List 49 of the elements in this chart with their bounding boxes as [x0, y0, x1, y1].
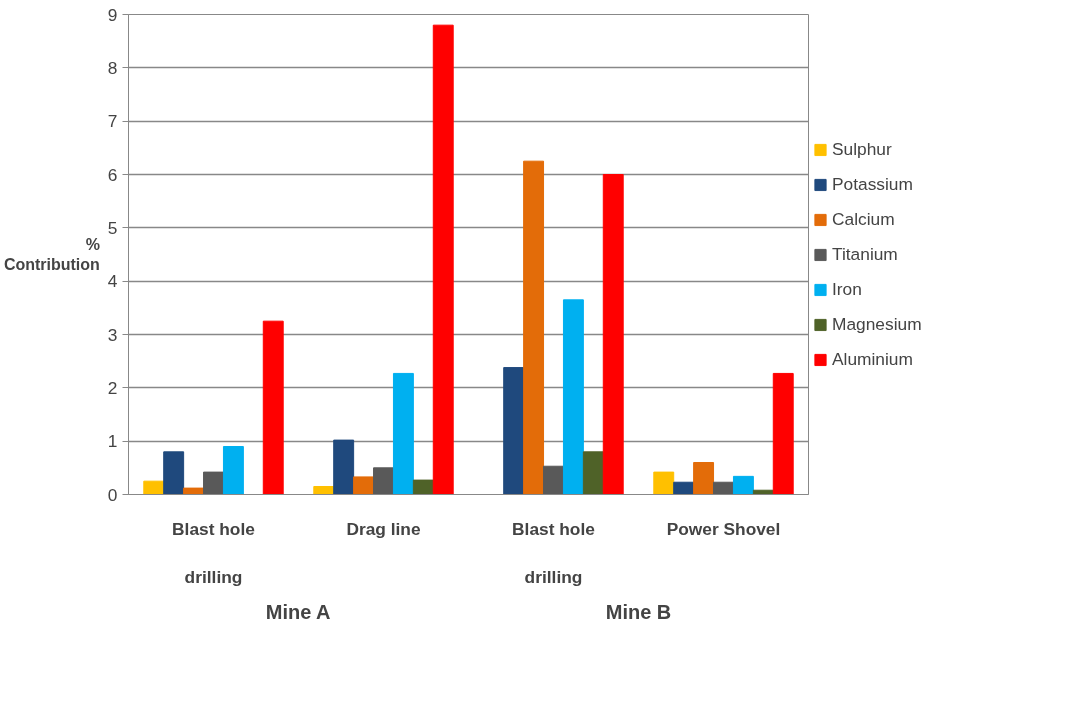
bar — [713, 481, 734, 495]
x-tick-label: Drag line — [346, 518, 421, 539]
y-tick-label: 5 — [107, 217, 118, 238]
legend-label: Potassium — [832, 173, 913, 195]
bar — [732, 475, 754, 495]
bar — [183, 487, 205, 495]
bar — [523, 160, 545, 495]
bar — [143, 480, 165, 495]
bar — [503, 367, 525, 495]
bar — [313, 486, 335, 495]
y-tick-label: 2 — [107, 377, 118, 398]
legend-label: Iron — [832, 278, 862, 300]
category-label: Blast hole drilling — [172, 518, 255, 587]
bar — [392, 372, 414, 495]
bar — [432, 24, 454, 495]
bar — [333, 439, 355, 495]
y-axis-title: % Contribution — [3, 235, 100, 274]
y-tick-label: 3 — [107, 324, 118, 345]
bar — [543, 465, 564, 495]
bar — [262, 320, 284, 495]
bar — [582, 451, 604, 495]
category-label: Blast hole drilling — [512, 518, 595, 587]
text: Mine B — [605, 600, 672, 623]
y-tick-label: 8 — [107, 57, 118, 78]
bar — [373, 467, 394, 495]
bar — [673, 481, 695, 495]
legend-label: Calcium — [832, 208, 895, 230]
legend-label: Magnesium — [832, 313, 922, 335]
y-tick-label: 6 — [107, 164, 118, 185]
bar — [412, 479, 434, 495]
bar — [353, 476, 375, 495]
y-tick-label: 4 — [107, 271, 118, 292]
y-tick-label: 9 — [107, 4, 118, 25]
legend-label: Titanium — [832, 243, 898, 265]
x-tick-label: Power Shovel — [666, 518, 781, 539]
bar — [602, 174, 624, 495]
legend-label: Aluminium — [832, 348, 913, 370]
bar — [163, 451, 185, 495]
legend-label: Sulphur — [832, 138, 892, 160]
bar — [222, 446, 244, 495]
text: Mine A — [265, 600, 331, 623]
y-tick-label: 0 — [107, 484, 118, 505]
y-tick-label: 1 — [107, 431, 118, 452]
bar — [653, 471, 675, 495]
bar — [693, 462, 715, 495]
y-tick-label: 7 — [107, 111, 118, 132]
bar — [772, 372, 794, 495]
bar — [203, 471, 224, 495]
bar — [562, 299, 584, 495]
